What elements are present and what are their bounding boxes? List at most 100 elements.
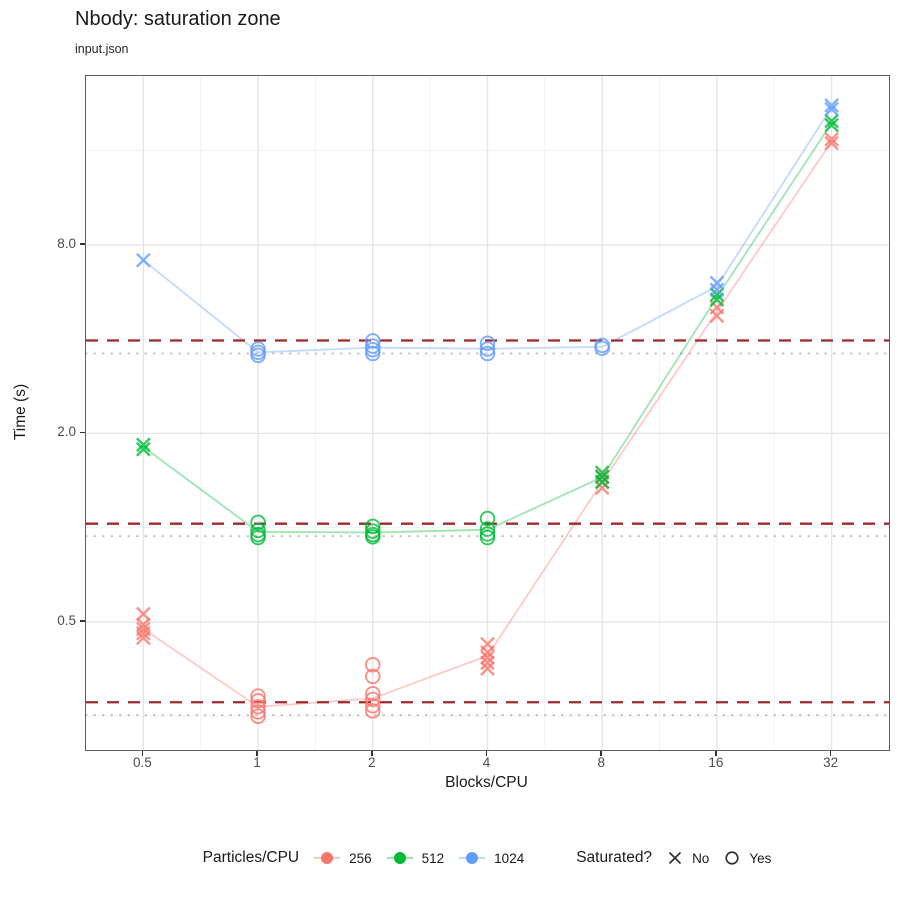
data-point-not-saturated xyxy=(594,480,610,496)
data-point-not-saturated xyxy=(136,630,151,646)
chart-subtitle: input.json xyxy=(75,42,129,56)
x-tick-label: 0.5 xyxy=(132,755,152,770)
chart-title: Nbody: saturation zone xyxy=(75,8,281,30)
y-tick-mark xyxy=(80,620,85,622)
x-tick-mark xyxy=(256,750,258,756)
legend-shape-group: Saturated? No Yes xyxy=(576,848,771,868)
data-point-saturated xyxy=(365,703,381,719)
legend-shape-title: Saturated? xyxy=(576,849,653,866)
legend: Particles/CPU 256 512 1024 Saturated? xyxy=(0,840,900,876)
data-point-not-saturated xyxy=(709,287,725,302)
legend-item-label: Yes xyxy=(749,850,772,866)
data-point-saturated xyxy=(250,688,266,704)
legend-item-1024: 1024 xyxy=(457,848,524,868)
y-axis-title: Time (s) xyxy=(12,383,29,441)
series-dot-icon xyxy=(314,852,341,864)
plot-panel xyxy=(85,75,890,751)
x-tick-mark xyxy=(141,750,144,756)
x-tick-label: 4 xyxy=(482,755,491,770)
y-tick-label: 0.5 xyxy=(57,612,76,628)
o-marker-icon xyxy=(725,851,739,865)
data-point-saturated xyxy=(250,347,266,364)
data-point-saturated xyxy=(250,708,266,724)
x-marker-icon xyxy=(668,851,682,865)
data-point-not-saturated xyxy=(594,474,610,490)
legend-color-title: Particles/CPU xyxy=(202,849,300,866)
y-tick-mark xyxy=(80,431,85,434)
data-point-saturated xyxy=(594,340,610,357)
data-point-saturated xyxy=(250,522,266,539)
x-tick-mark xyxy=(370,750,373,756)
data-point-not-saturated xyxy=(136,606,151,622)
data-point-saturated xyxy=(250,693,266,709)
data-point-not-saturated xyxy=(824,131,839,147)
data-point-not-saturated xyxy=(824,135,839,151)
y-tick-label: 2.0 xyxy=(57,424,76,440)
data-point-saturated xyxy=(250,514,266,531)
data-point-not-saturated xyxy=(824,98,839,113)
data-point-not-saturated xyxy=(136,625,151,641)
data-point-not-saturated xyxy=(136,441,151,457)
data-point-saturated xyxy=(479,335,496,352)
data-point-not-saturated xyxy=(136,437,151,453)
data-point-saturated xyxy=(365,345,381,362)
data-point-saturated xyxy=(365,685,381,702)
x-tick-label: 16 xyxy=(708,755,724,770)
x-tick-label: 8 xyxy=(597,755,605,770)
y-axis-tick-labels: 0.5 2.0 8.0 xyxy=(30,75,76,749)
y-tick-label: 8.0 xyxy=(57,235,76,251)
data-point-saturated xyxy=(365,342,381,358)
data-point-not-saturated xyxy=(594,469,610,485)
data-point-saturated xyxy=(479,521,496,537)
data-point-not-saturated xyxy=(480,650,495,665)
legend-item-512: 512 xyxy=(385,848,445,868)
y-tick-mark xyxy=(80,243,85,245)
legend-item-label: No xyxy=(692,850,710,866)
legend-item-saturated: Yes xyxy=(722,848,771,868)
data-point-not-saturated xyxy=(824,101,839,117)
data-point-not-saturated xyxy=(824,113,839,129)
data-point-not-saturated xyxy=(709,275,725,291)
x-tick-mark xyxy=(485,750,488,756)
series-dot-icon xyxy=(459,852,486,864)
legend-item-not-saturated: No xyxy=(665,848,709,868)
data-point-not-saturated xyxy=(709,282,725,298)
x-tick-mark xyxy=(715,750,717,756)
data-point-saturated xyxy=(365,691,381,708)
data-point-saturated xyxy=(250,529,266,546)
data-point-saturated xyxy=(365,656,381,673)
data-point-not-saturated xyxy=(824,117,839,133)
legend-item-label: 1024 xyxy=(494,850,525,866)
x-tick-mark xyxy=(829,750,832,756)
data-point-saturated xyxy=(250,699,266,715)
data-point-saturated xyxy=(479,510,496,527)
legend-item-label: 256 xyxy=(349,850,372,866)
data-point-not-saturated xyxy=(480,644,495,660)
data-point-saturated xyxy=(365,668,381,685)
series-dot-icon xyxy=(386,852,413,864)
data-point-not-saturated xyxy=(480,655,495,671)
data-point-saturated xyxy=(365,333,381,349)
x-axis-title: Blocks/CPU xyxy=(445,774,528,791)
legend-color-group: Particles/CPU 256 512 1024 xyxy=(203,848,525,868)
x-tick-mark xyxy=(600,750,602,756)
series-trend-line-1024 xyxy=(142,106,833,354)
data-point-saturated xyxy=(250,704,266,720)
data-point-saturated xyxy=(365,697,381,714)
legend-item-label: 512 xyxy=(421,850,445,866)
data-point-saturated xyxy=(479,345,496,362)
x-tick-label: 2 xyxy=(368,755,376,770)
x-tick-label: 1 xyxy=(253,755,261,770)
x-tick-label: 32 xyxy=(823,755,839,770)
plot-canvas xyxy=(86,76,889,750)
data-point-not-saturated xyxy=(136,252,151,268)
data-point-saturated xyxy=(365,518,381,535)
data-point-not-saturated xyxy=(709,308,725,324)
x-axis-tick-labels: 0.5 1 2 4 8 16 32 xyxy=(85,756,888,776)
series-trend-line-512 xyxy=(142,122,833,534)
data-point-saturated xyxy=(479,529,496,546)
data-point-saturated xyxy=(479,341,496,357)
data-point-not-saturated xyxy=(480,661,495,676)
legend-item-256: 256 xyxy=(312,848,372,868)
data-point-saturated xyxy=(365,529,381,545)
